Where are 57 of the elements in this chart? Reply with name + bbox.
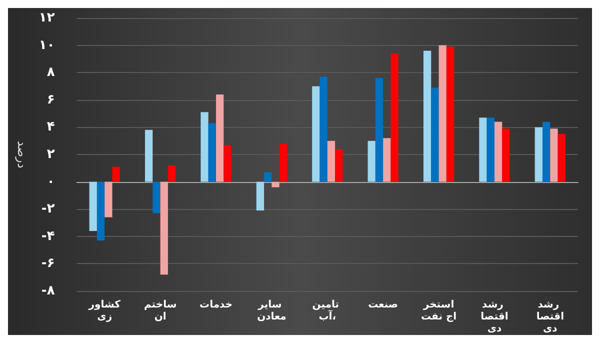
- bar: [375, 78, 384, 182]
- bar: [312, 86, 320, 182]
- x-tick-label: تامین آب،: [312, 300, 343, 322]
- y-axis-title: درصد: [15, 140, 29, 168]
- y-tick-label: ۰: [46, 174, 55, 190]
- bar: [264, 172, 272, 182]
- bar: [383, 138, 391, 182]
- y-tick-label: -۸: [41, 284, 55, 298]
- x-tick-label: سایر معادن: [257, 300, 286, 322]
- bar: [431, 88, 439, 182]
- bar: [272, 182, 280, 188]
- bar: [502, 128, 510, 182]
- bar: [152, 182, 160, 214]
- x-tick-label: استخراج نفت: [420, 300, 457, 322]
- y-tick-label: ۴: [46, 120, 55, 135]
- bar: [534, 127, 542, 182]
- bar: [320, 76, 328, 182]
- bar: [438, 45, 446, 182]
- bar: [494, 122, 502, 182]
- bar: [144, 130, 153, 182]
- bar: [208, 123, 216, 182]
- bar: [542, 122, 550, 182]
- bar: [390, 53, 398, 182]
- bar: [104, 182, 112, 218]
- y-tick-label: -۶: [41, 256, 55, 272]
- x-tick-label: ساختمان: [144, 300, 177, 322]
- bar: [368, 140, 376, 182]
- bar: [168, 165, 176, 182]
- bar: [446, 46, 454, 182]
- bar: [423, 50, 432, 182]
- x-tick-label: رشد اقتصادی: [536, 300, 564, 334]
- bar: [279, 144, 288, 182]
- bar: [327, 140, 336, 182]
- y-tick-label: ۸: [46, 65, 55, 80]
- y-tick-label: -۲: [41, 202, 55, 217]
- bar: [486, 118, 494, 182]
- bar: [96, 182, 105, 240]
- x-tick-label: رشد اقتصادی: [480, 300, 508, 334]
- bar: [216, 94, 224, 182]
- bar: [335, 149, 343, 182]
- bar: [558, 134, 566, 182]
- y-tick-label: ۱۰: [38, 38, 55, 53]
- bar: [256, 182, 264, 210]
- bar: [550, 128, 558, 182]
- bar: [89, 182, 97, 231]
- y-tick-label: ۶: [46, 92, 55, 108]
- bar: [479, 118, 487, 182]
- bar: [200, 112, 208, 182]
- bar: [112, 166, 120, 182]
- bar: [160, 182, 168, 275]
- bar: [224, 144, 232, 182]
- y-tick-label: ۱۲: [38, 10, 55, 26]
- x-tick-label: خدمات: [200, 300, 232, 310]
- y-tick-label: -۴: [41, 228, 55, 244]
- x-tick-label: صنعت: [368, 300, 398, 310]
- y-tick-label: ۲: [46, 147, 55, 162]
- x-tick-label: کشاورزی: [88, 300, 121, 322]
